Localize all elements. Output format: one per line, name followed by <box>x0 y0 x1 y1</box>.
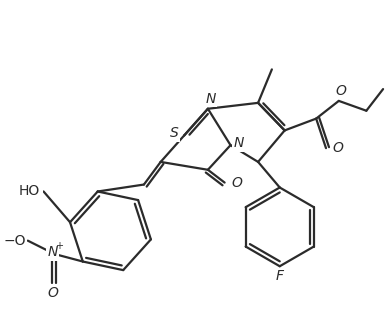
Text: HO: HO <box>18 184 40 198</box>
Text: +: + <box>55 241 63 251</box>
Text: N: N <box>206 92 216 106</box>
Text: −O: −O <box>3 233 26 248</box>
Text: Ho: Ho <box>23 184 42 198</box>
Text: S: S <box>170 126 179 140</box>
Text: N: N <box>47 245 57 259</box>
Text: O: O <box>333 141 343 155</box>
Text: O: O <box>231 176 242 190</box>
Text: O: O <box>335 84 346 98</box>
Text: F: F <box>276 269 284 283</box>
Text: N: N <box>233 136 244 150</box>
Text: O: O <box>47 286 58 300</box>
